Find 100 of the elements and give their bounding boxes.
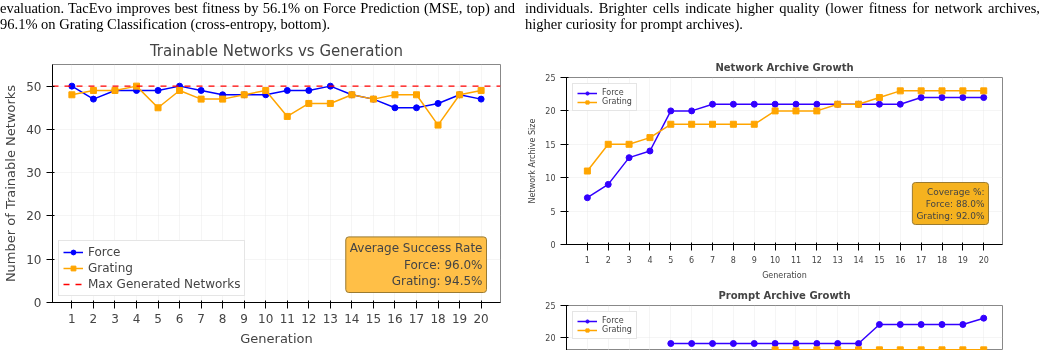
y-tick-label: 0 [550,241,556,250]
x-tick-label: 14 [344,311,360,326]
point [917,321,925,329]
legend-label: Grating [88,261,133,275]
point [477,95,485,103]
point [625,154,633,162]
chart-title: Trainable Networks vs Generation [148,41,404,60]
annotation: Coverage %: Force: 88.0% Grating: 92.0% [916,186,985,221]
point [197,95,205,103]
point [938,87,946,95]
legend-label: Force [88,245,121,259]
point [154,86,162,94]
point [771,107,779,115]
x-tick-label: 16 [387,311,403,326]
x-tick-label: 14 [853,255,864,265]
point [855,340,863,348]
chart-title: Network Archive Growth [715,61,854,73]
point [176,86,184,94]
point [219,95,227,103]
point [604,140,612,148]
point [896,100,904,108]
y-tick-label: 20 [545,107,556,117]
point [434,121,442,129]
x-tick-label: 3 [626,255,632,265]
point [283,86,291,94]
point [667,120,675,128]
x-tick-label: 9 [240,311,249,326]
x-tick-label: 2 [605,255,611,265]
y-axis-title: Number of Trainable Networks [3,84,19,283]
x-tick-label: 5 [154,311,162,326]
point [750,100,758,108]
x-tick-label: 20 [978,255,989,265]
point [938,321,946,329]
point [813,107,821,115]
point [391,91,399,99]
point [197,86,205,94]
legend-label: Force [602,88,624,97]
point [305,99,313,107]
point [709,100,717,108]
x-tick-label: 6 [689,255,695,265]
point [413,104,420,112]
x-tick-label: 19 [451,311,468,326]
x-tick-label: 1 [584,255,590,265]
point [792,100,800,108]
x-tick-label: 8 [730,255,736,265]
text: individuals. Brighter cells indicate higher quality (lower fitness for network archives, higher curiosity for prompt archives). [525,0,1040,32]
x-tick-label: 4 [132,311,141,326]
point [980,94,988,102]
legend-label: Force [602,316,624,325]
x-tick-label: 2 [89,311,98,326]
point [917,87,925,95]
chart-title: Prompt Archive Growth [718,289,851,301]
x-tick-label: 10 [770,255,781,265]
point [729,340,737,348]
x-tick-label: 1 [68,311,76,326]
point [688,120,696,128]
point [729,120,737,128]
x-tick-label: 7 [197,311,205,326]
y-tick-label: 20 [545,333,556,343]
point [771,340,779,348]
point [813,340,821,348]
y-tick-label: 50 [26,79,42,94]
x-axis-title: Generation [240,330,313,346]
point [89,95,97,103]
y-axis-title: Network Archive Size [528,118,538,204]
point [709,340,717,348]
x-tick-label: 12 [301,311,317,326]
legend-label: Grating [602,97,632,106]
point [583,167,591,175]
point [792,107,800,115]
point [326,99,334,107]
point [413,91,420,99]
y-tick-label: 15 [545,140,556,150]
point [262,86,270,94]
legend-label: Max Generated Networks [88,277,241,291]
point [980,87,988,95]
point [959,87,967,95]
point [391,104,399,112]
x-tick-label: 18 [936,255,948,265]
point [283,112,291,120]
x-tick-label: 15 [874,255,885,265]
point [875,100,883,108]
text: evaluation. TacEvo improves best fitness by 56.1% on Force Prediction (MSE, top) and 96.1% on Grating Classification (cross-entropy, bottom). [0,0,515,32]
point [750,340,758,348]
y-tick-label: 20 [26,209,42,224]
x-tick-label: 19 [957,255,968,265]
point [959,94,967,102]
point [688,340,696,348]
point [583,194,591,202]
point [875,94,883,102]
y-tick-label: 5 [550,207,556,217]
point [771,100,779,108]
point [709,120,717,128]
y-tick-label: 25 [545,302,556,311]
point [917,94,925,102]
x-tick-label: 4 [647,255,653,265]
point [959,321,967,329]
point [688,107,696,115]
point [477,86,485,94]
y-tick-label: 40 [26,122,42,137]
